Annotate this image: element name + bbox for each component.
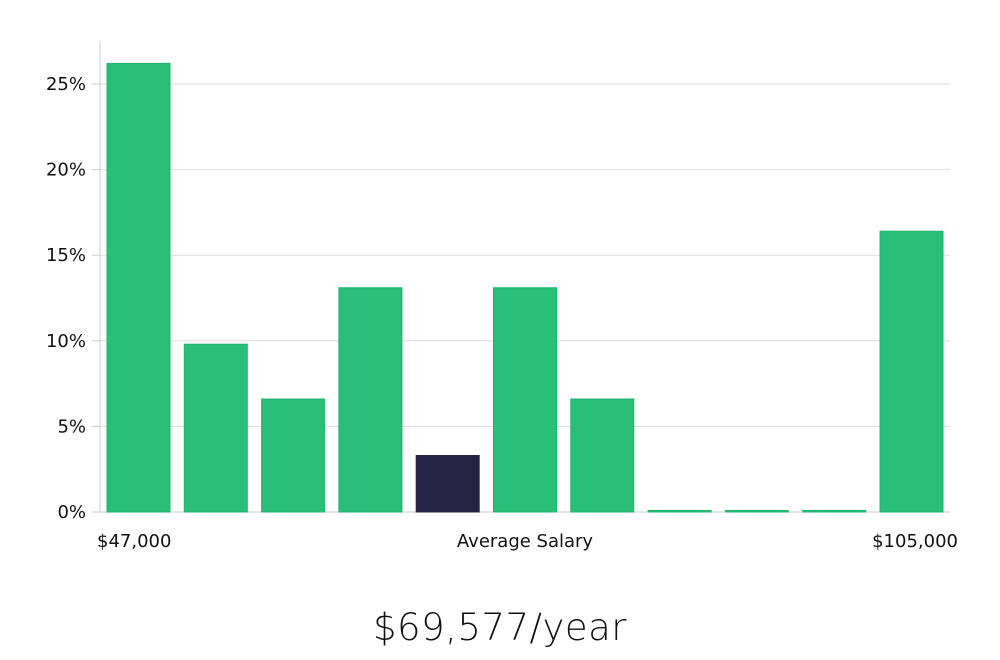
y-tick-label: 0% [57,502,86,523]
average-salary-value: $69,577/year [372,606,627,649]
gridlines [100,83,950,427]
bar [261,398,326,513]
bar [493,287,557,513]
bar [879,230,944,513]
y-tick-label: 10% [46,331,86,352]
salary-histogram: 0%5%10%15%20%25% $47,000 Average Salary … [46,41,958,552]
x-axis-start-label: $47,000 [97,531,171,552]
x-axis-title: Average Salary [457,531,594,552]
bar [570,398,635,513]
y-axis-ticks: 0% 5% 10% 15% 20% 25% [46,74,100,523]
bars [106,62,944,513]
y-tick-label: 15% [46,245,86,266]
bar [183,343,248,513]
y-tick-label: 20% [46,160,86,181]
y-tick-label: 25% [46,74,86,95]
bar [338,287,403,513]
bar-average-salary [415,455,480,513]
bar [802,510,867,513]
y-tick-label: 5% [57,416,86,437]
x-axis-end-label: $105,000 [872,531,958,552]
bar [106,62,171,513]
bar [647,510,712,513]
bar [724,510,789,513]
